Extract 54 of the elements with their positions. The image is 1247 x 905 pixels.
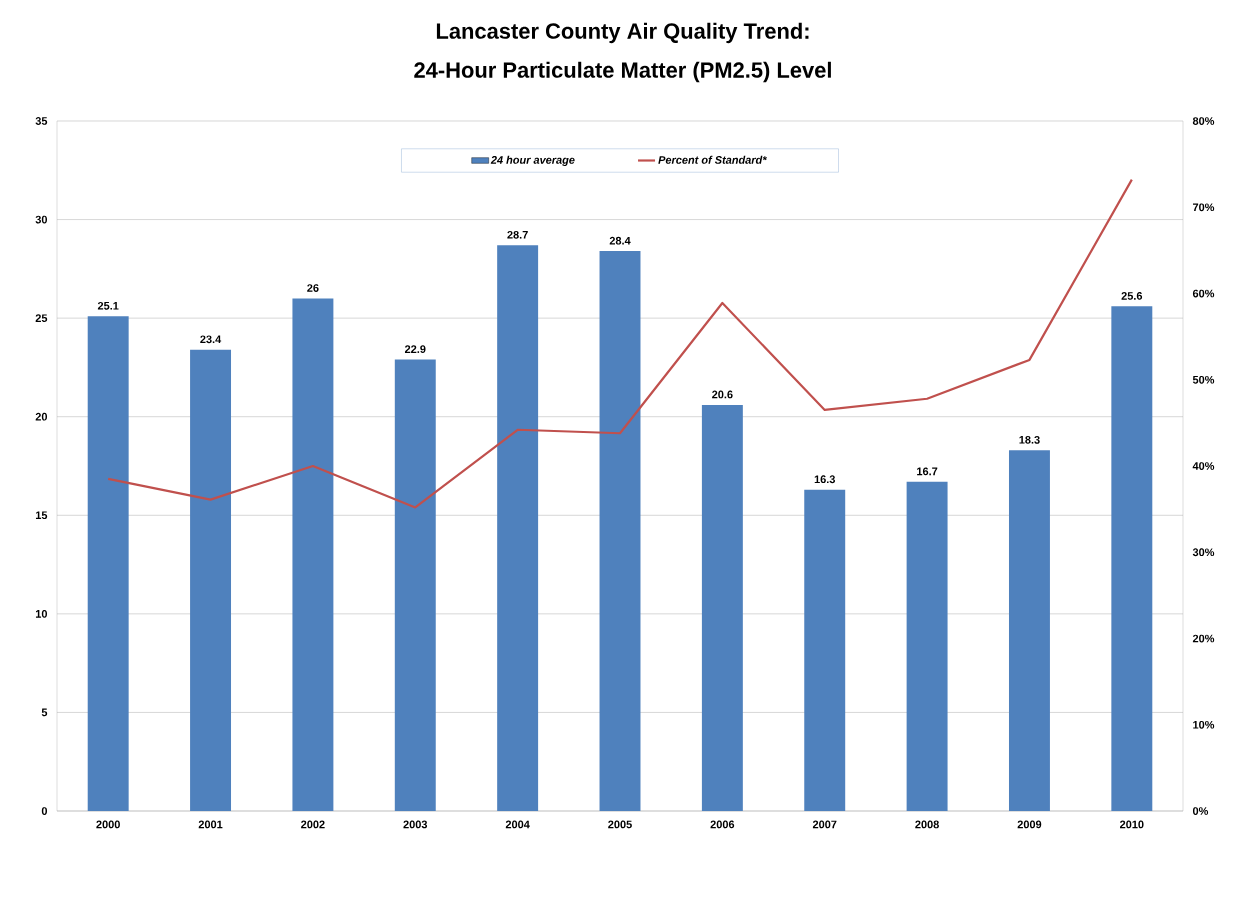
y-tick-label: 0	[41, 807, 48, 815]
data-label: 28.7	[507, 230, 528, 239]
data-label: 16.7	[917, 467, 938, 476]
bar	[394, 359, 436, 811]
data-label: 25.6	[1121, 292, 1143, 300]
y2-tick-label: 50%	[1192, 375, 1215, 384]
y2-tick-label: 10%	[1193, 720, 1215, 729]
y2-tick-label: 0%	[1192, 807, 1209, 815]
bar	[87, 316, 129, 811]
y2-tick-label: 70%	[1192, 203, 1215, 212]
x-tick-label: 2002	[301, 820, 325, 829]
data-label: 22.9	[404, 345, 426, 354]
chart-subtitle: 24-Hour Particulate Matter (PM2.5) Level	[414, 61, 831, 83]
y2-tick-label: 30%	[1192, 548, 1215, 557]
x-tick-label: 2006	[710, 820, 735, 829]
data-label: 18.3	[1019, 435, 1040, 444]
chart-title: Lancaster County Air Quality Trend:	[436, 22, 809, 44]
bar	[190, 349, 232, 811]
data-label: 26	[307, 284, 319, 292]
x-tick-label: 2001	[198, 820, 223, 829]
x-tick-label: 2003	[403, 820, 428, 829]
y-tick-label: 35	[35, 117, 48, 125]
bar	[599, 251, 641, 811]
data-label: 20.6	[712, 390, 733, 399]
bar	[1111, 306, 1153, 811]
bar	[906, 481, 948, 811]
bar	[804, 489, 846, 811]
y-tick-label: 25	[35, 314, 48, 323]
x-tick-label: 2007	[812, 820, 837, 829]
x-tick-label: 2000	[96, 820, 120, 829]
x-tick-label: 2009	[1017, 820, 1042, 829]
data-label: 25.1	[97, 301, 119, 310]
data-label: 16.3	[814, 475, 835, 484]
x-tick-label: 2005	[608, 820, 632, 829]
legend-label: 24 hour average	[490, 155, 575, 166]
x-tick-label: 2004	[505, 820, 530, 829]
y2-tick-label: 80%	[1192, 117, 1215, 125]
bar	[701, 404, 743, 811]
y-tick-label: 15	[35, 511, 48, 520]
x-tick-label: 2010	[1120, 820, 1144, 829]
bar	[292, 298, 334, 811]
data-label: 28.4	[609, 236, 631, 245]
legend-label: Percent of Standard*	[658, 155, 767, 164]
y-tick-label: 5	[41, 708, 48, 717]
y2-tick-label: 60%	[1192, 289, 1215, 298]
y2-tick-label: 40%	[1192, 462, 1215, 470]
y2-tick-label: 20%	[1192, 634, 1215, 643]
data-label: 23.4	[200, 335, 222, 344]
bar	[1008, 450, 1050, 811]
y-tick-label: 20	[35, 412, 48, 421]
y-tick-label: 10	[35, 609, 48, 618]
y-tick-label: 30	[35, 215, 48, 224]
bar	[497, 245, 539, 811]
x-tick-label: 2008	[915, 820, 939, 829]
